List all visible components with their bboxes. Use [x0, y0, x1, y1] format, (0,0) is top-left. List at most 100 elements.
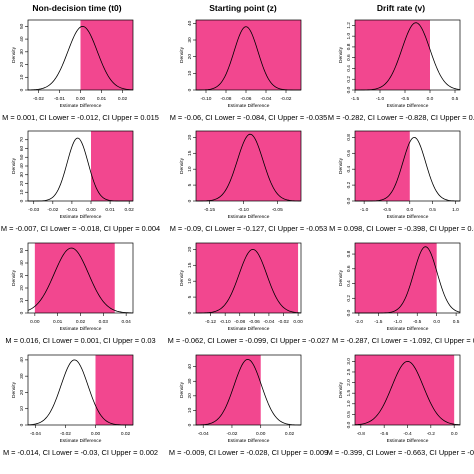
y-tick-label: 5 [187, 295, 193, 298]
y-tick-label: 0 [187, 423, 193, 426]
x-tick-label: 0.02 [118, 96, 128, 102]
density-curve [27, 247, 134, 314]
y-tick-label: 0.2 [346, 76, 352, 83]
panel-r2-c1: -0.12 -0.10 -0.08 -0.06 -0.04 -0.02 0.00 0 5 10 15… [168, 242, 329, 345]
x-tick-label: -0.10 [220, 319, 231, 325]
density-curve [355, 22, 461, 91]
highlight-region [355, 243, 437, 313]
y-tick-label: 0 [19, 311, 25, 314]
x-tick-label: -0.08 [234, 319, 245, 325]
x-tick-label: -0.02 [278, 319, 289, 325]
x-tick-label: 0.02 [121, 431, 131, 437]
x-tick-label: -0.06 [241, 96, 252, 102]
y-axis-label: Density [11, 157, 17, 174]
highlight-region [196, 20, 301, 90]
y-tick-label: 0.8 [346, 134, 352, 141]
x-tick-label: 0.02 [125, 207, 135, 213]
stats-text: M = -0.282, CI Lower = -0.828, CI Upper … [328, 113, 474, 122]
y-axis-label: Density [338, 269, 344, 286]
density-curve [195, 248, 302, 314]
y-tick-label: 2.0 [346, 379, 352, 386]
x-tick-label: -0.04 [30, 431, 41, 437]
y-tick-label: 10 [19, 74, 25, 80]
x-tick-label: 0.01 [97, 96, 107, 102]
x-tick-label: 0.00 [256, 431, 266, 437]
x-axis-label: Estimate Difference [228, 438, 270, 444]
y-tick-label: 10 [187, 70, 193, 76]
x-tick-label: -0.02 [47, 207, 58, 213]
x-tick-label: 0.5 [453, 319, 460, 325]
x-tick-label: 0.0 [406, 207, 413, 213]
y-tick-label: 20 [19, 285, 25, 291]
y-tick-label: 0 [19, 199, 25, 202]
y-tick-label: 0.4 [346, 280, 352, 287]
x-tick-label: -0.05 [272, 207, 283, 213]
y-axis-label: Density [338, 381, 344, 398]
y-tick-label: 0.2 [346, 181, 352, 188]
x-axis-label: Estimate Difference [228, 326, 270, 332]
panel-r1-c1: -0.15 -0.10 -0.05 0 5 10 15 20 Density Estimate D… [170, 130, 328, 233]
x-tick-label: 1.0 [452, 207, 459, 213]
stats-text: M = 0.098, CI Lower = -0.398, CI Upper =… [329, 224, 474, 233]
y-tick-label: 40 [19, 36, 25, 42]
y-tick-label: 1.5 [346, 390, 352, 397]
y-tick-label: 40 [187, 364, 193, 370]
column-title-t0: Non-decision time (t0) [32, 3, 122, 13]
y-tick-label: 0.0 [346, 309, 352, 316]
panel-r0-c1: -0.10 -0.08 -0.06 -0.04 -0.02 0 10 20 30 40 Densit… [170, 19, 327, 122]
plot-frame [354, 130, 461, 202]
y-tick-label: 0.5 [346, 411, 352, 418]
x-tick-label: 0.00 [76, 96, 86, 102]
y-tick-label: 0 [187, 311, 193, 314]
y-tick-label: 40 [19, 357, 25, 363]
x-tick-label: -1.0 [394, 319, 403, 325]
y-tick-label: 30 [19, 373, 25, 379]
stats-text: M = -0.009, CI Lower = -0.028, CI Upper … [169, 448, 328, 457]
y-tick-label: 70 [19, 137, 25, 143]
x-tick-label: 0.0 [427, 96, 434, 102]
y-axis-label: Density [338, 157, 344, 174]
stats-text: M = -0.09, CI Lower = -0.127, CI Upper =… [170, 224, 328, 233]
x-tick-label: 0.01 [105, 207, 115, 213]
x-axis-label: Estimate Difference [228, 103, 270, 109]
panel-r3-c2: -0.8 -0.6 -0.4 -0.2 0.0 0.0 0.5 1.0 1.5 2.0 2.5 3.0… [327, 354, 474, 457]
y-axis-label: Density [179, 46, 185, 63]
highlight-region [355, 20, 430, 90]
x-tick-label: -0.04 [263, 319, 274, 325]
y-tick-label: 10 [187, 166, 193, 172]
x-tick-label: -0.02 [60, 431, 71, 437]
y-tick-label: 50 [19, 154, 25, 160]
x-axis-label: Estimate Difference [60, 214, 102, 220]
x-tick-label: -0.12 [205, 319, 216, 325]
y-tick-label: 0.4 [346, 65, 352, 72]
y-tick-label: 60 [19, 146, 25, 152]
x-tick-label: 0.00 [91, 431, 101, 437]
y-tick-label: 0.8 [346, 250, 352, 257]
x-axis-label: Estimate Difference [228, 214, 270, 220]
y-tick-label: 30 [19, 273, 25, 279]
x-tick-label: 0.0 [433, 319, 440, 325]
y-axis-label: Density [11, 269, 17, 286]
density-curve [27, 25, 134, 91]
stats-text: M = 0.001, CI Lower = -0.012, CI Upper =… [2, 113, 159, 122]
x-tick-label: -0.5 [413, 319, 422, 325]
y-tick-label: 0 [19, 88, 25, 91]
y-tick-label: 1.0 [346, 32, 352, 39]
highlight-region [80, 20, 133, 90]
x-tick-label: -0.01 [54, 96, 65, 102]
panel-r2-c2: -2.0 -1.5 -1.0 -0.5 0.0 0.5 0.0 0.2 0.4 0.6 0.8 Den… [332, 242, 474, 345]
x-tick-label: 0.02 [285, 431, 295, 437]
x-axis-label: Estimate Difference [60, 326, 102, 332]
y-axis-label: Density [179, 269, 185, 286]
x-tick-label: -0.01 [66, 207, 77, 213]
plot-frame [195, 130, 302, 202]
x-tick-label: -0.5 [383, 207, 392, 213]
x-tick-label: -0.2 [427, 431, 436, 437]
highlight-region [196, 131, 301, 201]
stats-text: M = -0.007, CI Lower = -0.018, CI Upper … [1, 224, 160, 233]
x-tick-label: 0.00 [30, 319, 40, 325]
x-tick-label: -0.10 [238, 207, 249, 213]
x-axis-label: Estimate Difference [387, 103, 429, 109]
x-axis-label: Estimate Difference [387, 214, 429, 220]
